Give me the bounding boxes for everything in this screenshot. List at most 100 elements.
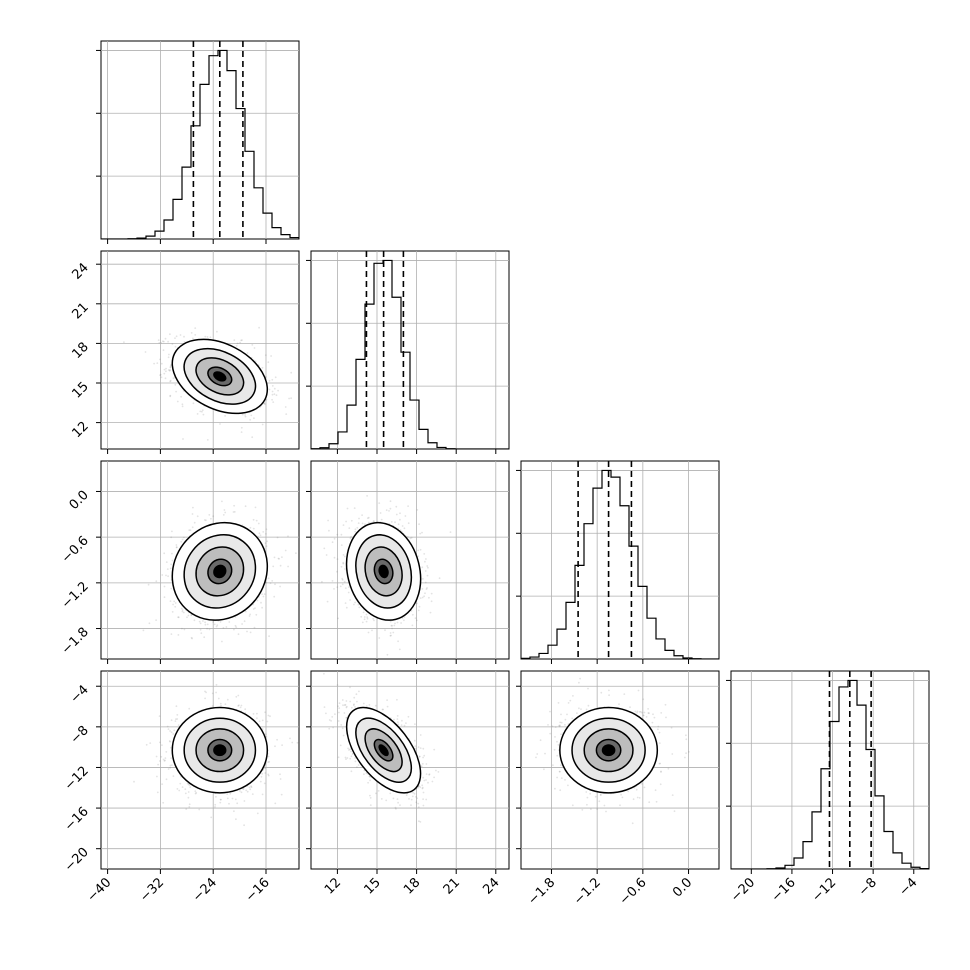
scatter-point bbox=[244, 505, 247, 508]
scatter-point bbox=[181, 609, 184, 611]
scatter-point bbox=[188, 784, 191, 786]
scatter-point bbox=[396, 698, 398, 701]
scatter-point bbox=[231, 797, 234, 800]
scatter-point bbox=[274, 376, 277, 379]
scatter-point bbox=[163, 372, 166, 375]
scatter-point bbox=[212, 621, 215, 623]
scatter-point bbox=[411, 624, 414, 627]
scatter-point bbox=[343, 555, 346, 558]
scatter-point bbox=[331, 541, 334, 544]
scatter-point bbox=[249, 418, 252, 421]
scatter-point bbox=[163, 368, 166, 371]
scatter-point bbox=[147, 583, 150, 586]
y-tick-label: 24 bbox=[70, 260, 92, 282]
scatter-point bbox=[167, 369, 170, 371]
scatter-point bbox=[361, 514, 363, 516]
scatter-point bbox=[403, 527, 406, 530]
scatter-point bbox=[161, 783, 164, 785]
scatter-point bbox=[345, 716, 348, 719]
y-tick-label: −1.8 bbox=[59, 625, 92, 658]
scatter-point bbox=[362, 702, 365, 705]
scatter-point bbox=[417, 549, 420, 552]
scatter-point bbox=[259, 780, 262, 783]
scatter-point bbox=[170, 757, 173, 759]
contour-line bbox=[195, 546, 245, 597]
scatter-point bbox=[211, 705, 214, 707]
scatter-point bbox=[424, 570, 427, 572]
scatter-point bbox=[237, 705, 240, 707]
scatter-point bbox=[354, 706, 356, 708]
scatter-point bbox=[384, 629, 386, 632]
scatter-point bbox=[401, 719, 403, 722]
scatter-point bbox=[241, 339, 243, 341]
scatter-point bbox=[256, 812, 259, 815]
scatter-point bbox=[219, 801, 222, 804]
scatter-point bbox=[345, 758, 347, 760]
scatter-point bbox=[225, 626, 228, 628]
scatter-point bbox=[212, 515, 215, 518]
scatter-point bbox=[219, 702, 222, 705]
scatter-point bbox=[423, 754, 426, 757]
scatter-point bbox=[169, 366, 172, 369]
scatter-point bbox=[163, 596, 166, 599]
scatter-point bbox=[258, 720, 261, 723]
scatter-point bbox=[386, 705, 389, 708]
scatter-point bbox=[204, 697, 207, 700]
scatter-point bbox=[243, 800, 246, 802]
scatter-point bbox=[260, 601, 262, 604]
scatter-point bbox=[417, 806, 420, 809]
scatter-point bbox=[277, 389, 279, 392]
scatter-point bbox=[345, 520, 347, 523]
scatter-point bbox=[161, 574, 164, 576]
scatter-point bbox=[265, 398, 268, 401]
scatter-point bbox=[177, 634, 180, 636]
scatter-point bbox=[220, 704, 222, 707]
scatter-point bbox=[183, 536, 185, 539]
scatter-point bbox=[270, 355, 272, 357]
scatter-point bbox=[250, 414, 253, 417]
scatter-point bbox=[273, 387, 276, 390]
scatter-point bbox=[281, 744, 283, 746]
scatter-point bbox=[179, 782, 182, 785]
scatter-point bbox=[391, 627, 393, 630]
scatter-point bbox=[367, 781, 369, 784]
scatter-point bbox=[422, 756, 424, 759]
scatter-point bbox=[342, 562, 345, 565]
scatter-point bbox=[265, 528, 268, 531]
scatter-point bbox=[401, 617, 404, 620]
scatter-point bbox=[209, 336, 212, 339]
scatter-point bbox=[345, 606, 348, 609]
scatter-point bbox=[334, 713, 336, 715]
scatter-point bbox=[167, 340, 170, 343]
scatter-point bbox=[171, 343, 174, 345]
panel-content bbox=[101, 461, 299, 659]
scatter-point bbox=[269, 582, 272, 585]
scatter-point bbox=[350, 535, 353, 538]
scatter-point bbox=[178, 789, 181, 792]
scatter-point bbox=[279, 773, 281, 776]
scatter-point bbox=[172, 775, 175, 777]
scatter-point bbox=[421, 787, 424, 790]
scatter-point bbox=[390, 624, 393, 627]
scatter-point bbox=[268, 635, 270, 638]
scatter-point bbox=[164, 337, 167, 340]
scatter-point bbox=[267, 773, 270, 776]
scatter-point bbox=[269, 715, 271, 718]
scatter-point bbox=[341, 577, 344, 580]
scatter-point bbox=[251, 436, 254, 439]
scatter-point bbox=[325, 712, 327, 715]
scatter-point bbox=[371, 629, 373, 632]
scatter-point bbox=[267, 774, 270, 777]
scatter-point bbox=[160, 362, 163, 365]
scatter-point bbox=[194, 792, 197, 795]
scatter-point bbox=[419, 747, 422, 749]
scatter-point bbox=[226, 797, 229, 800]
contour-line bbox=[195, 357, 245, 396]
scatter-point bbox=[397, 721, 399, 723]
scatter-point bbox=[182, 611, 185, 614]
scatter-point bbox=[183, 628, 186, 631]
scatter-point bbox=[333, 556, 336, 559]
scatter-point bbox=[184, 788, 187, 791]
scatter-point bbox=[190, 332, 193, 334]
scatter-point bbox=[385, 799, 388, 802]
